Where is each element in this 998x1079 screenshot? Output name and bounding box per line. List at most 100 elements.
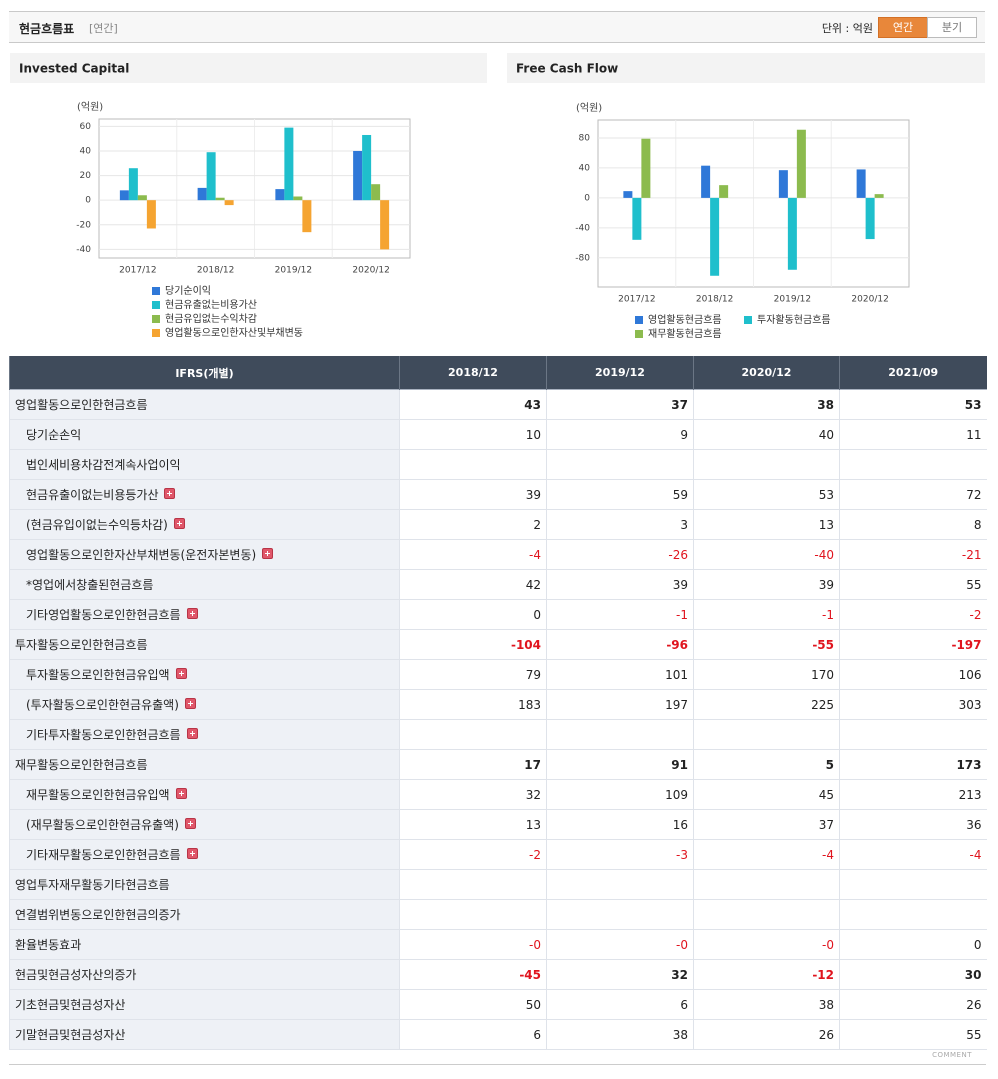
expand-icon[interactable] — [186, 728, 198, 739]
unit-label: 단위 : 억원 — [821, 22, 873, 35]
row-label-text: 재무활동으로인한현금유입액 — [26, 788, 170, 802]
value-cell: 39 — [399, 479, 547, 510]
table-row: 당기순손익 10 9 40 11 — [9, 419, 987, 450]
row-label-text: (투자활동으로인한현금유출액) — [26, 698, 179, 712]
bar — [778, 170, 788, 198]
expand-icon[interactable] — [175, 788, 187, 799]
row-label: 현금및현금성자산의증가 — [9, 959, 400, 990]
footer: COMMENT — [9, 1048, 986, 1065]
row-label: 영업활동으로인한자산부채변동(운전자본변동) — [9, 539, 400, 570]
value-cell: 213 — [839, 779, 987, 810]
value-cell: 303 — [839, 689, 987, 720]
value-cell: -45 — [399, 959, 547, 990]
row-label: 기타투자활동으로인한현금흐름 — [9, 719, 400, 750]
value-cell — [693, 719, 840, 750]
bar — [865, 197, 875, 240]
row-label-text: *영업에서창출된현금흐름 — [26, 578, 154, 592]
column-header: IFRS(개별) — [9, 356, 400, 390]
value-cell: -0 — [399, 929, 547, 960]
y-tick-label: 40 — [579, 163, 591, 173]
value-cell — [693, 899, 840, 930]
row-label: 재무활동으로인한현금유입액 — [9, 779, 400, 810]
row-label-text: 영업투자재무활동기타현금흐름 — [15, 878, 170, 892]
value-cell: 17 — [399, 749, 547, 780]
column-header: 2018/12 — [399, 356, 547, 390]
row-label-text: (현금유입이없는수익등차감) — [26, 518, 168, 532]
legend-swatch — [152, 287, 160, 295]
value-cell: -4 — [399, 539, 547, 570]
row-label-text: 당기순손익 — [26, 428, 82, 442]
value-cell — [546, 449, 694, 480]
bar — [632, 197, 642, 240]
row-label-text: 환율변동효과 — [15, 938, 82, 952]
value-cell: 30 — [839, 959, 987, 990]
table-row: 투자활동으로인한현금흐름 -104 -96 -55 -197 — [9, 629, 987, 660]
row-label-text: 기타재무활동으로인한현금흐름 — [26, 848, 181, 862]
value-cell: 11 — [839, 419, 987, 450]
bar — [197, 187, 207, 201]
bar — [284, 127, 294, 201]
bar — [302, 200, 312, 233]
expand-icon[interactable] — [184, 698, 196, 709]
column-header: 2021/09 — [839, 356, 987, 390]
row-label: 연결범위변동으로인한현금의증가 — [9, 899, 400, 930]
bar — [128, 168, 138, 201]
table-row: 기타영업활동으로인한현금흐름 0 -1 -1 -2 — [9, 599, 987, 630]
row-label-text: 투자활동으로인한현금유입액 — [26, 668, 170, 682]
x-tick-label: 2018/12 — [696, 295, 733, 305]
table-row: 현금및현금성자산의증가 -45 32 -12 30 — [9, 959, 987, 990]
value-cell — [399, 449, 547, 480]
row-label: *영업에서창출된현금흐름 — [9, 569, 400, 600]
value-cell — [839, 869, 987, 900]
bar — [224, 200, 234, 206]
expand-icon[interactable] — [184, 818, 196, 829]
value-cell: -2 — [399, 839, 547, 870]
value-cell: 16 — [546, 809, 694, 840]
bar — [380, 200, 390, 250]
row-label: 당기순손익 — [9, 419, 400, 450]
header-row: IFRS(개별) 2018/12 2019/12 2020/12 2021/09 — [9, 356, 987, 390]
y-tick-label: 80 — [579, 133, 591, 143]
value-cell: 39 — [546, 569, 694, 600]
legend-label: 현금유입없는수익차감 — [165, 312, 257, 325]
value-cell: -55 — [693, 629, 840, 660]
section-title: 현금흐름표 — [19, 22, 75, 36]
row-label: 현금유출이없는비용등가산 — [9, 479, 400, 510]
expand-icon[interactable] — [164, 488, 176, 499]
row-label: 재무활동으로인한현금흐름 — [9, 749, 400, 780]
value-cell: 53 — [693, 479, 840, 510]
value-cell: 13 — [693, 509, 840, 540]
legend-label: 영업활동으로인한자산및부채변동 — [165, 326, 303, 339]
row-label: (투자활동으로인한현금유출액) — [9, 689, 400, 720]
comment-link[interactable]: COMMENT — [932, 1051, 972, 1059]
table-row: 영업활동으로인한자산부채변동(운전자본변동) -4 -26 -40 -21 — [9, 539, 987, 570]
expand-icon[interactable] — [186, 848, 198, 859]
row-label: 기타영업활동으로인한현금흐름 — [9, 599, 400, 630]
value-cell — [693, 449, 840, 480]
expand-icon[interactable] — [186, 608, 198, 619]
value-cell: -12 — [693, 959, 840, 990]
y-tick-label: 40 — [80, 146, 92, 156]
y-tick-label: 20 — [80, 171, 92, 181]
value-cell: 9 — [546, 419, 694, 450]
row-label-text: 현금유출이없는비용등가산 — [26, 488, 159, 502]
x-tick-label: 2017/12 — [618, 295, 655, 305]
value-cell: 37 — [693, 809, 840, 840]
expand-icon[interactable] — [175, 668, 187, 679]
row-label: 기초현금및현금성자산 — [9, 989, 400, 1020]
value-cell — [546, 719, 694, 750]
y-tick-label: -40 — [575, 223, 590, 233]
expand-icon[interactable] — [262, 548, 274, 559]
column-header: 2020/12 — [693, 356, 840, 390]
table-row: (현금유입이없는수익등차감) 2 3 13 8 — [9, 509, 987, 540]
tab-button[interactable]: 연간 — [878, 17, 928, 38]
table-row: (투자활동으로인한현금유출액) 183 197 225 303 — [9, 689, 987, 720]
chart-title: Invested Capital — [19, 62, 129, 76]
x-tick-label: 2020/12 — [352, 266, 389, 276]
bar — [874, 194, 884, 198]
bar — [275, 189, 285, 201]
value-cell: 39 — [693, 569, 840, 600]
tab-button[interactable]: 분기 — [927, 17, 977, 38]
expand-icon[interactable] — [173, 518, 185, 529]
